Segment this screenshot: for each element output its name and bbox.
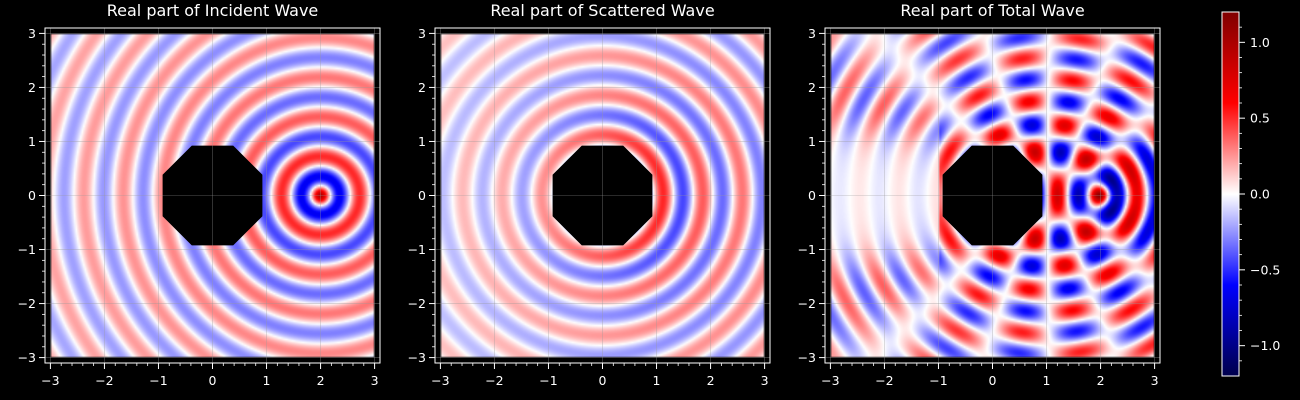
y-tick-label: −2	[408, 296, 426, 311]
x-tick-label: 2	[1097, 373, 1105, 388]
y-tick-label: 0	[418, 188, 426, 203]
panel-incident: Real part of Incident Wave −3 −2 −1 0 1 2 3 −3 −2…	[18, 1, 381, 388]
y-tick-label: 3	[808, 26, 816, 41]
y-tick-label: 2	[28, 80, 36, 95]
x-tick-label: −2	[485, 373, 503, 388]
colorbar-tick-label: 1.0	[1250, 35, 1270, 50]
x-tick-label: −3	[431, 373, 449, 388]
x-tick-label: 3	[371, 373, 379, 388]
x-tick-label: −1	[929, 373, 947, 388]
y-tick-label: −3	[18, 350, 36, 365]
colorbar-gradient	[1222, 12, 1239, 376]
x-tick-label: −2	[95, 373, 113, 388]
panel-title: Real part of Scattered Wave	[490, 1, 714, 20]
panel-total: Real part of Total Wave −3 −2 −1 0 1 2 3 −3 −2 −1 0…	[798, 1, 1161, 388]
panel-title: Real part of Incident Wave	[107, 1, 319, 20]
x-tick-label: −1	[149, 373, 167, 388]
x-tick-label: −1	[539, 373, 557, 388]
x-tick-label: 2	[317, 373, 325, 388]
colorbar: −1.0 −0.5 0.0 0.5 1.0	[1221, 11, 1280, 377]
y-tick-label: 1	[808, 134, 816, 149]
y-tick-label: −2	[798, 296, 816, 311]
y-tick-label: 2	[808, 80, 816, 95]
y-tick-label: −3	[798, 350, 816, 365]
y-tick-label: −3	[408, 350, 426, 365]
y-tick-label: −1	[18, 242, 36, 257]
y-tick-label: 0	[28, 188, 36, 203]
colorbar-tick-label: 0.0	[1250, 187, 1270, 202]
x-tick-label: 1	[653, 373, 661, 388]
y-tick-label: −1	[408, 242, 426, 257]
x-tick-label: 0	[989, 373, 997, 388]
panel-title: Real part of Total Wave	[900, 1, 1084, 20]
y-tick-label: −2	[18, 296, 36, 311]
y-tick-label: 1	[418, 134, 426, 149]
x-tick-label: 3	[1151, 373, 1159, 388]
x-tick-label: 0	[599, 373, 607, 388]
panels: Real part of Incident Wave −3 −2 −1 0 1 2 3 −3 −2…	[18, 1, 1161, 388]
x-tick-label: 1	[1043, 373, 1051, 388]
y-tick-label: 2	[418, 80, 426, 95]
x-tick-label: 2	[707, 373, 715, 388]
y-tick-label: 0	[808, 188, 816, 203]
y-tick-label: 3	[28, 26, 36, 41]
x-tick-label: 3	[761, 373, 769, 388]
x-tick-label: −3	[821, 373, 839, 388]
y-tick-label: 3	[418, 26, 426, 41]
colorbar-tick-label: −1.0	[1250, 338, 1280, 353]
colorbar-tick-label: 0.5	[1250, 111, 1270, 126]
x-tick-label: 1	[263, 373, 271, 388]
colorbar-tick-label: −0.5	[1250, 262, 1280, 277]
x-tick-label: 0	[209, 373, 217, 388]
x-tick-label: −2	[875, 373, 893, 388]
y-tick-label: 1	[28, 134, 36, 149]
x-tick-label: −3	[41, 373, 59, 388]
panel-scattered: Real part of Scattered Wave −3 −2 −1 0 1 2 3 −3 −…	[408, 1, 771, 388]
y-tick-label: −1	[798, 242, 816, 257]
